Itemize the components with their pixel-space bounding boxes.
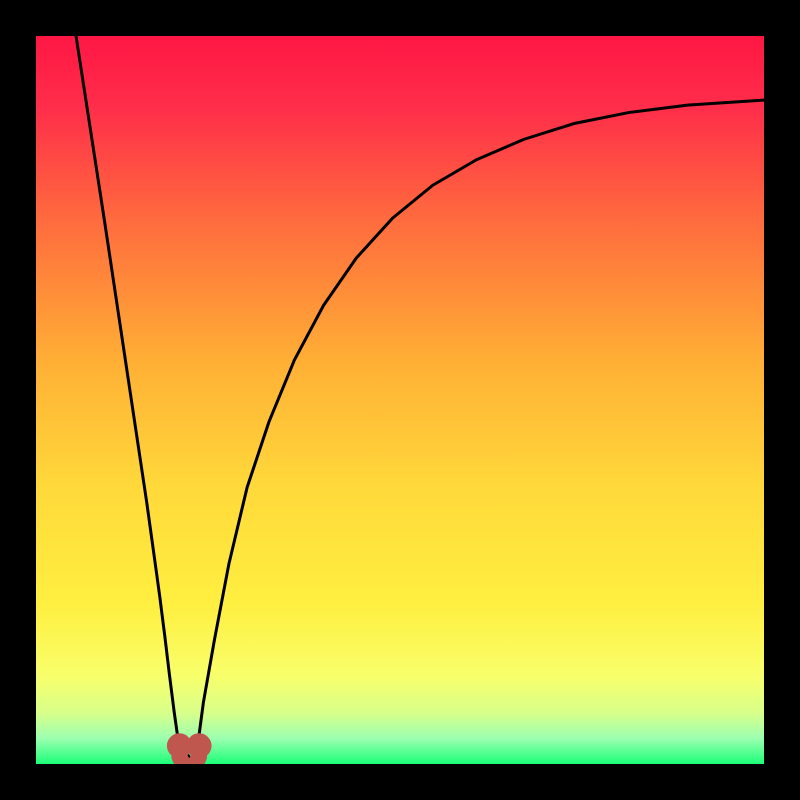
dip-marker-1 (187, 734, 211, 758)
plot-frame (0, 0, 800, 800)
main-curve (76, 36, 764, 759)
plot-svg (36, 36, 764, 764)
chart-container: TheBottleneck.com (0, 0, 800, 800)
